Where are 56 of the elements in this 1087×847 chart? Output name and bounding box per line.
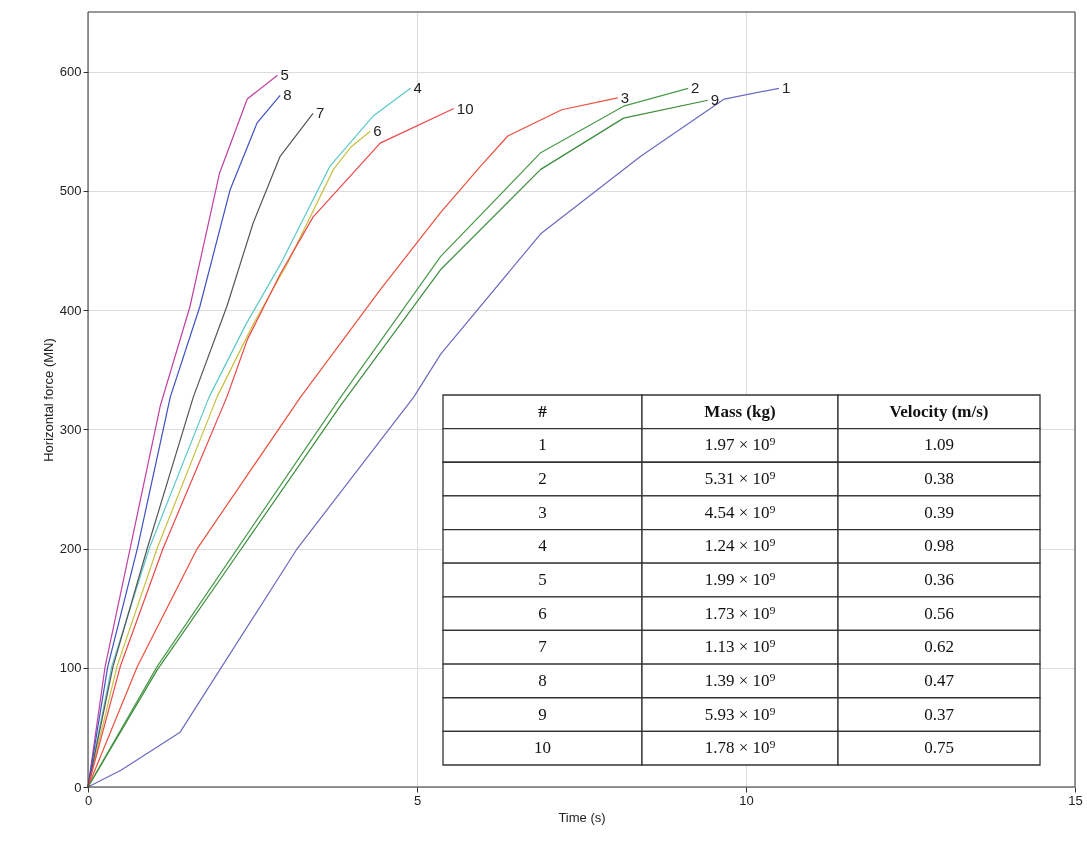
y-tick-label: 500 [59,183,82,199]
annotation: 1.73 × 10⁹ [704,603,776,623]
annotation: 4.54 × 10⁹ [704,502,776,522]
annotation: 5.31 × 10⁹ [704,469,776,489]
annotation: 1.39 × 10⁹ [704,670,776,690]
annotation: 0.36 [924,570,954,589]
annotation: 10 [534,738,551,758]
annotation: # [538,401,548,421]
series-label: 2 [691,79,700,97]
annotation: 0.98 [924,536,954,556]
annotation: 2 [538,469,547,489]
annotation: 1.97 × 10⁹ [704,435,776,455]
annotation: 1.99 × 10⁹ [704,570,776,589]
x-tick-label: 0 [84,792,93,808]
y-axis-title: Horizontal force (MN) [40,338,56,462]
annotation: 1.13 × 10⁹ [704,637,776,657]
y-tick-label: 400 [59,302,82,318]
annotation: Velocity (m/s) [889,401,989,421]
series-label: 8 [283,86,292,104]
series-label: 9 [710,91,720,109]
y-tick-label: 300 [59,421,82,437]
annotation: 0.37 [924,704,955,724]
annotation: 6 [538,603,547,623]
series-label: 7 [316,104,325,122]
annotation: 0.56 [924,603,954,623]
annotation: 0.62 [924,637,954,657]
x-tick-label: 15 [1068,792,1083,808]
x-tick-label: 5 [413,792,422,808]
annotation: 0.38 [924,469,954,489]
y-tick-label: 200 [59,541,82,557]
annotation: 0.75 [924,738,954,758]
x-tick-label: 10 [739,792,754,808]
x-axis-title: Time (s) [558,809,606,825]
series-label: 4 [413,79,422,97]
series-label: 1 [781,79,791,97]
annotation: 3 [538,502,547,522]
annotation: 0.39 [924,502,954,522]
y-tick-label: 0 [74,779,82,795]
y-tick-label: 100 [59,660,82,676]
annotation: 1.24 × 10⁹ [704,536,776,556]
series-label: 3 [620,88,630,106]
annotation: 1 [538,435,547,455]
annotation: 5.93 × 10⁹ [704,704,776,724]
annotation: Mass (kg) [704,401,776,421]
annotation: 7 [538,637,548,657]
y-tick-label: 600 [59,64,82,80]
annotation: 8 [538,670,547,690]
series-label: 5 [280,66,289,84]
annotation: 0.47 [924,670,955,690]
annotation: 1.78 × 10⁹ [704,738,776,758]
series-label: 10 [456,99,474,117]
annotation: 9 [538,704,547,724]
annotation: 5 [538,570,547,589]
annotation: 4 [538,536,548,556]
series-label: 6 [373,122,382,140]
annotation: 1.09 [924,435,954,455]
